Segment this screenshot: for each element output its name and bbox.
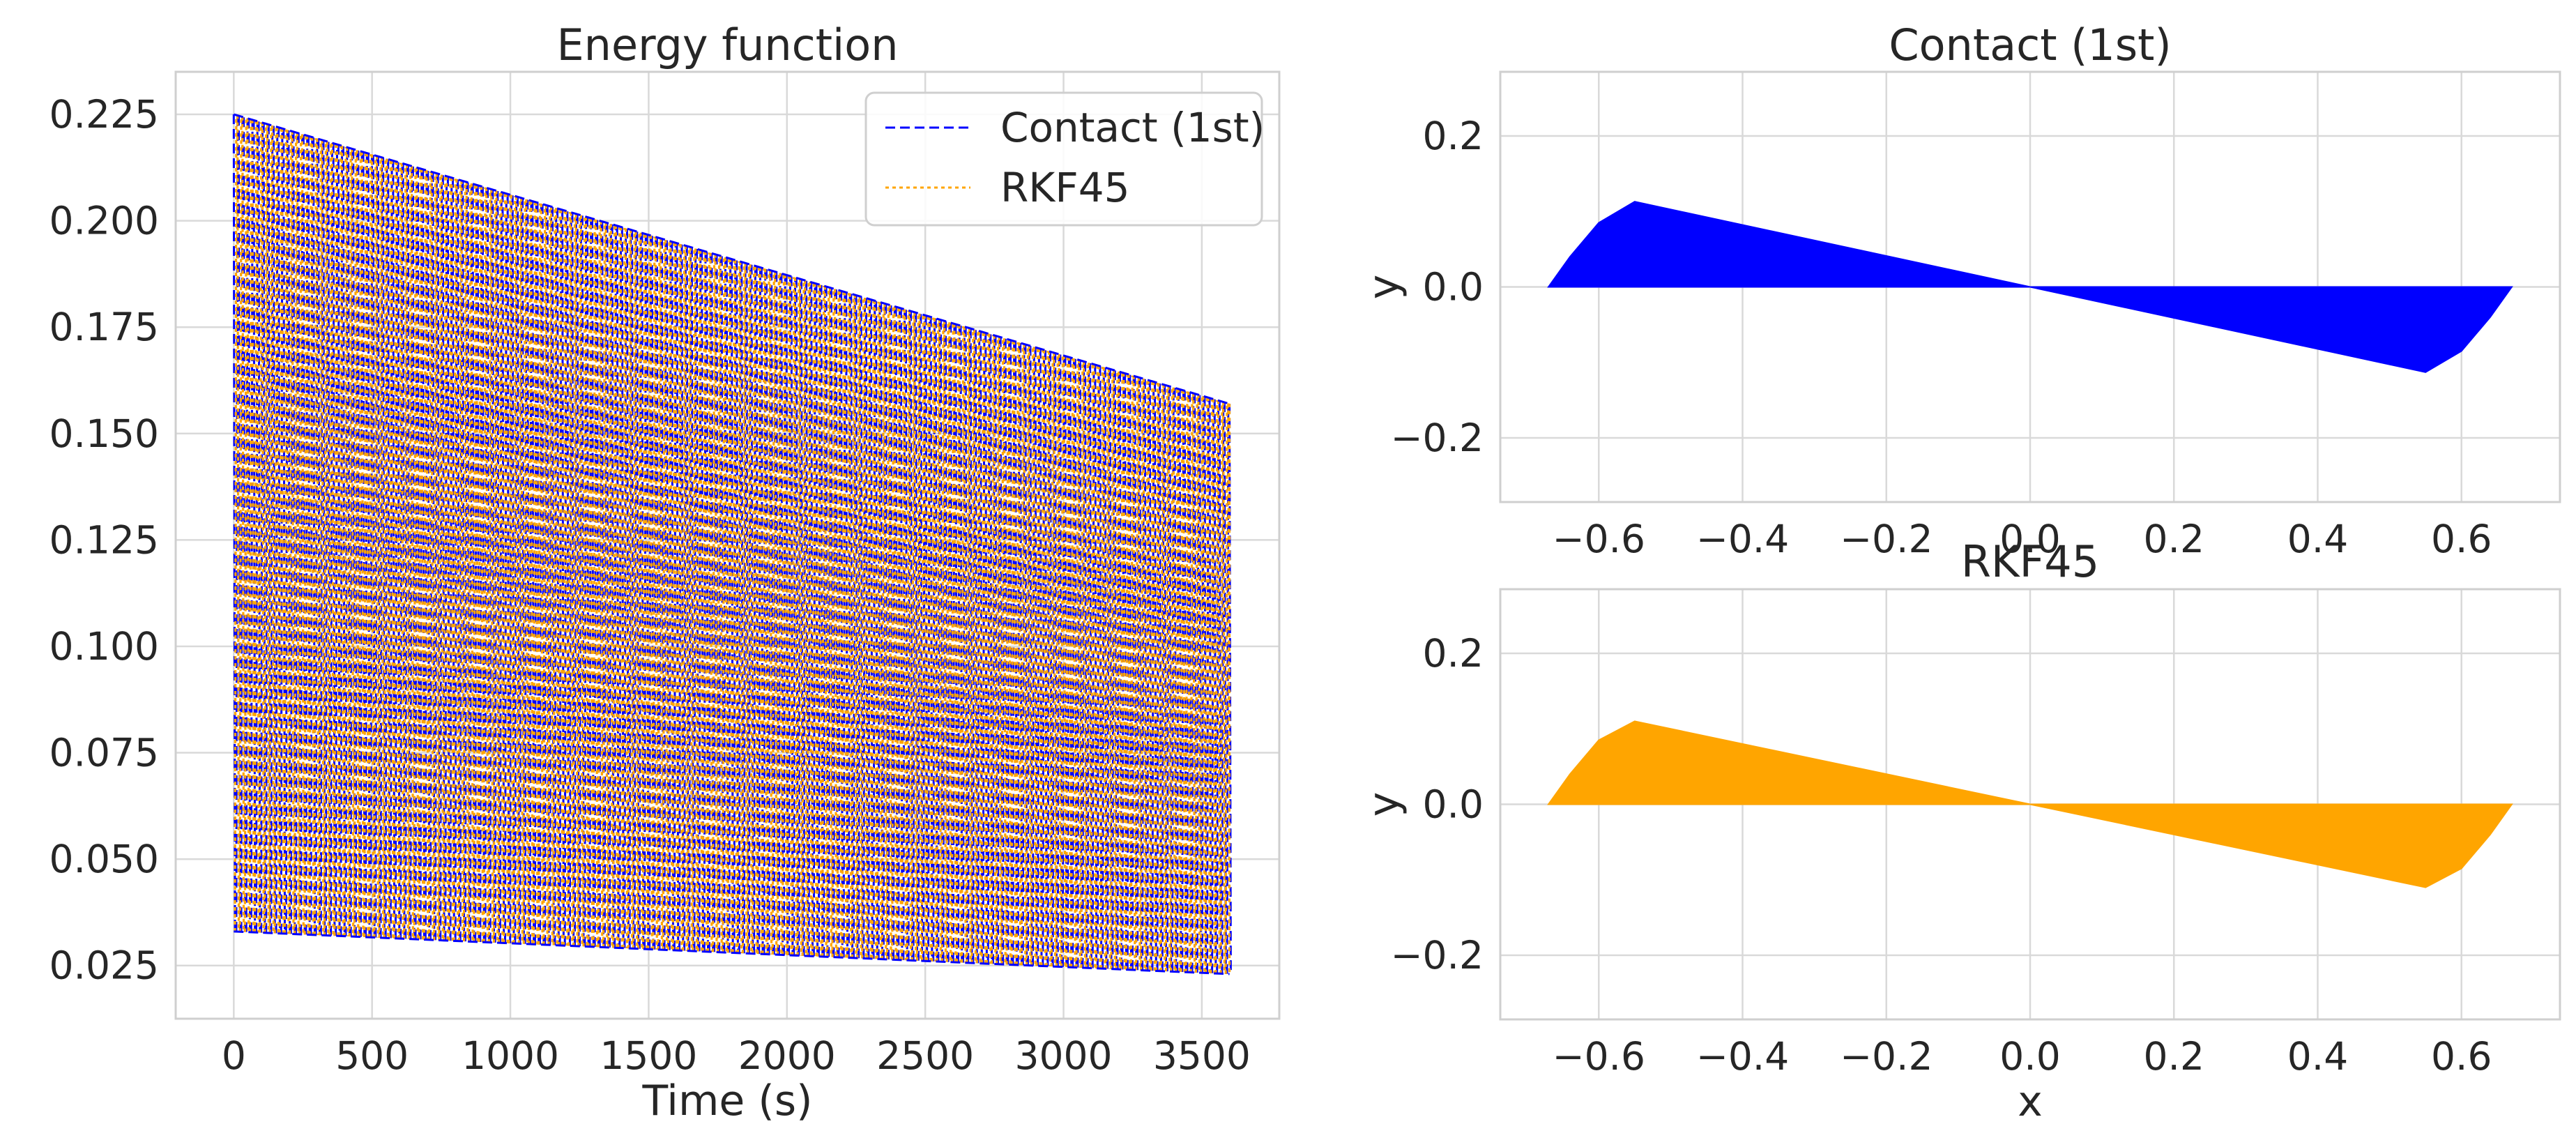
- y-tick-label: 0.0: [1423, 782, 1484, 827]
- y-tick-label: 0.125: [49, 517, 159, 562]
- energy-series: [232, 113, 1232, 975]
- y-tick-label: 0.225: [49, 92, 159, 137]
- x-tick-label: 0.4: [2287, 1034, 2348, 1079]
- x-tick-label: 0.6: [2431, 1034, 2492, 1079]
- x-tick-label: 0: [222, 1033, 246, 1078]
- y-tick-label: −0.2: [1390, 933, 1484, 978]
- rkf45-series: [1547, 720, 2513, 888]
- energy-series-contact: [232, 114, 1232, 975]
- y-tick-label: 0.0: [1423, 265, 1484, 310]
- energy-x-ticks: 0 500 1000 1500 2000 2500 3000 3500: [222, 1033, 1251, 1078]
- rkf45-phase-chart: −0.6 −0.4 −0.2 0.0 0.2 0.4 0.6 −0.20.00.2 y x …: [1359, 536, 2561, 1124]
- y-tick-label: 0.050: [49, 837, 159, 881]
- x-tick-label: 0.4: [2287, 517, 2348, 561]
- rkf45-x-axis-label: x: [2018, 1077, 2043, 1124]
- energy-lower-envelope: [234, 930, 1230, 975]
- rkf45-chart-title: RKF45: [1961, 536, 2099, 587]
- x-tick-label: 1500: [600, 1033, 697, 1078]
- y-tick-label: 0.025: [49, 943, 159, 988]
- energy-chart-title: Energy function: [556, 20, 898, 70]
- x-tick-label: 0.0: [1999, 517, 2060, 561]
- energy-y-ticks: 0.025 0.050 0.075 0.100 0.125 0.150 0.175 0.200…: [49, 92, 159, 988]
- energy-upper-envelope: [233, 113, 1230, 405]
- y-tick-label: 0.100: [49, 624, 159, 669]
- y-tick-label: 0.075: [49, 731, 159, 775]
- y-tick-label: 0.175: [49, 305, 159, 349]
- rkf45-phase-area: [1547, 720, 2513, 888]
- rkf45-x-ticks: −0.6 −0.4 −0.2 0.0 0.2 0.4 0.6: [1552, 1034, 2492, 1079]
- x-tick-label: 2500: [876, 1033, 974, 1078]
- energy-line-contact: [232, 114, 1232, 975]
- y-tick-label: 0.150: [49, 411, 159, 456]
- legend-label-rkf45: RKF45: [1000, 164, 1130, 211]
- rkf45-y-axis-label: y: [1359, 792, 1408, 817]
- contact-y-axis-label: y: [1359, 275, 1408, 300]
- y-tick-label: 0.200: [49, 199, 159, 243]
- y-tick-label: −0.2: [1390, 416, 1484, 460]
- energy-plot-frame: [174, 70, 1281, 1020]
- x-tick-label: 2000: [738, 1033, 836, 1078]
- contact-chart-title: Contact (1st): [1889, 20, 2171, 70]
- x-tick-label: 1000: [462, 1033, 559, 1078]
- x-tick-label: −0.6: [1552, 517, 1645, 561]
- y-tick-label: 0.2: [1423, 631, 1484, 676]
- y-tick-label: 0.2: [1423, 114, 1484, 158]
- x-tick-label: 3000: [1015, 1033, 1113, 1078]
- x-tick-label: −0.6: [1552, 1034, 1645, 1079]
- legend-label-contact: Contact (1st): [1000, 104, 1265, 151]
- x-tick-label: 0.2: [2144, 517, 2204, 561]
- x-tick-label: 0.6: [2431, 517, 2492, 561]
- rkf45-plot-frame: [1499, 588, 2561, 1021]
- contact-x-ticks: −0.6 −0.4 −0.2 0.0 0.2 0.4 0.6: [1552, 517, 2492, 561]
- x-tick-label: 0.0: [1999, 1034, 2060, 1079]
- x-tick-label: −0.4: [1696, 1034, 1790, 1079]
- x-tick-label: −0.2: [1840, 1034, 1933, 1079]
- contact-series: [1547, 201, 2513, 373]
- contact-phase-area: [1547, 201, 2513, 373]
- rkf45-y-ticks: −0.2 0.0 0.2: [1390, 631, 1484, 978]
- energy-function-chart: 0 500 1000 1500 2000 2500 3000 3500 0.0250.0500…: [49, 20, 1281, 1124]
- energy-legend: Contact (1st) RKF45: [864, 91, 1265, 227]
- x-tick-label: −0.2: [1840, 517, 1933, 561]
- x-tick-label: −0.4: [1696, 517, 1790, 561]
- legend-box: [864, 91, 1263, 227]
- contact-plot-frame: [1499, 70, 2561, 503]
- x-tick-label: 3500: [1153, 1033, 1251, 1078]
- energy-x-axis-label: Time (s): [642, 1077, 813, 1124]
- contact-y-ticks: −0.2 0.0 0.2: [1390, 114, 1484, 460]
- contact-phase-chart: −0.6 −0.4 −0.2 0.0 0.2 0.4 0.6 −0.2 0.0 0.2 y Co…: [1359, 20, 2561, 561]
- x-tick-label: 0.2: [2144, 1034, 2204, 1079]
- x-tick-label: 500: [335, 1033, 409, 1078]
